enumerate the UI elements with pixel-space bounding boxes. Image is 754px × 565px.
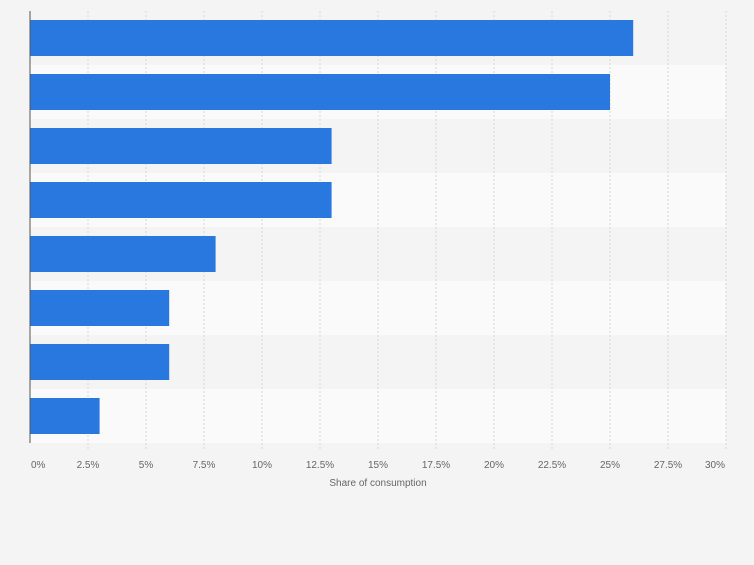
x-axis-ticks: 0% 2.5% 5% 7.5% 10% 12.5% 15% 17.5% 20% 22.5% 25% 2…: [31, 460, 725, 471]
x-tick-label: 25%: [600, 460, 620, 471]
x-tick-label: 5%: [139, 460, 154, 471]
x-tick-label: 7.5%: [193, 460, 216, 471]
x-tick-label: 10%: [252, 460, 272, 471]
bar[interactable]: [30, 290, 170, 326]
bar[interactable]: [30, 20, 634, 56]
bar[interactable]: [30, 344, 170, 380]
x-tick-label: 2.5%: [77, 460, 100, 471]
bar[interactable]: [30, 182, 332, 218]
bar[interactable]: [30, 236, 216, 272]
x-tick-label: 0%: [31, 460, 46, 471]
x-tick-label: 27.5%: [654, 460, 682, 471]
x-tick-label: 15%: [368, 460, 388, 471]
x-tick-label: 22.5%: [538, 460, 566, 471]
x-tick-label: 30%: [705, 460, 725, 471]
x-tick-label: 20%: [484, 460, 504, 471]
x-tick-label: 12.5%: [306, 460, 334, 471]
x-axis-label: Share of consumption: [329, 478, 426, 489]
bar[interactable]: [30, 74, 610, 110]
bar[interactable]: [30, 398, 100, 434]
bar-series: [30, 20, 634, 434]
bar[interactable]: [30, 128, 332, 164]
x-tick-label: 17.5%: [422, 460, 450, 471]
